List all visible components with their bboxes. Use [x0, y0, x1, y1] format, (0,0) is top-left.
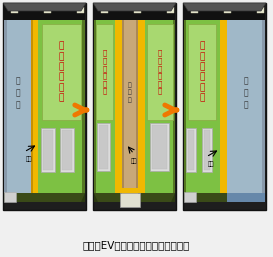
Bar	[96, 24, 113, 120]
Bar	[188, 130, 194, 170]
Bar	[97, 123, 110, 171]
Bar	[220, 20, 227, 193]
Polygon shape	[183, 3, 266, 11]
Bar	[93, 3, 176, 210]
Bar	[184, 20, 186, 193]
Bar	[191, 7, 198, 13]
Bar	[122, 20, 138, 193]
Bar	[262, 20, 265, 193]
Bar	[94, 20, 96, 193]
Bar	[41, 128, 55, 172]
Bar	[94, 193, 175, 202]
Bar	[257, 7, 264, 13]
Bar	[184, 193, 265, 202]
Bar	[184, 192, 196, 202]
Bar	[3, 3, 86, 210]
Bar	[4, 20, 7, 193]
Bar	[184, 20, 220, 193]
Bar	[186, 128, 196, 172]
Bar	[4, 4, 85, 20]
Bar	[122, 188, 138, 202]
Text: 使
用
出
来
ま
す: 使 用 出 来 ま す	[199, 41, 205, 103]
Bar	[77, 7, 84, 13]
Text: 使
用
出
来
ま
す: 使 用 出 来 ま す	[59, 41, 64, 103]
Bar	[115, 20, 122, 193]
Bar	[99, 125, 108, 169]
Bar	[31, 20, 33, 193]
Bar	[224, 7, 231, 13]
Bar	[4, 193, 85, 202]
Bar	[43, 130, 53, 170]
Bar	[134, 7, 141, 13]
Bar	[184, 4, 265, 20]
Bar	[145, 20, 175, 193]
Bar	[227, 20, 265, 193]
Polygon shape	[4, 193, 85, 202]
Text: 使
用
出
来
ま
す: 使 用 出 来 ま す	[102, 50, 107, 94]
Bar	[62, 130, 72, 170]
Bar	[38, 20, 85, 193]
Bar	[31, 20, 38, 193]
Text: 工
事
中: 工 事 中	[128, 82, 132, 103]
Text: 工
事
中: 工 事 中	[244, 76, 248, 109]
Bar	[42, 24, 81, 120]
Bar	[94, 20, 115, 193]
Bar	[136, 20, 138, 193]
Bar	[82, 20, 85, 193]
Bar	[150, 123, 169, 171]
Bar	[60, 128, 74, 172]
Text: 隔壁: 隔壁	[26, 156, 32, 162]
Bar	[147, 24, 173, 120]
Bar	[167, 7, 174, 13]
Bar	[227, 193, 265, 202]
Bar	[138, 20, 145, 193]
Text: 隔壁: 隔壁	[131, 158, 137, 164]
Bar	[188, 24, 216, 120]
Bar	[122, 20, 124, 193]
Bar	[183, 3, 266, 210]
Bar	[44, 7, 51, 13]
Bar	[202, 128, 212, 172]
Text: 使
用
出
来
ま
す: 使 用 出 来 ま す	[158, 50, 162, 94]
Polygon shape	[3, 3, 86, 11]
Polygon shape	[93, 3, 176, 11]
Bar	[4, 192, 16, 202]
Bar	[4, 20, 31, 193]
Text: 隔壁: 隔壁	[208, 161, 215, 167]
Polygon shape	[94, 193, 175, 202]
Bar	[120, 193, 140, 207]
Bar	[204, 130, 210, 170]
Text: 工
事
中: 工 事 中	[15, 76, 20, 109]
Bar	[94, 4, 175, 20]
Bar	[101, 7, 108, 13]
Bar	[152, 125, 167, 169]
Bar	[11, 7, 18, 13]
Bar	[173, 20, 175, 193]
Polygon shape	[184, 193, 265, 202]
Text: 図は、EVかご３台／シャフトの場合: 図は、EVかご３台／シャフトの場合	[83, 240, 190, 250]
